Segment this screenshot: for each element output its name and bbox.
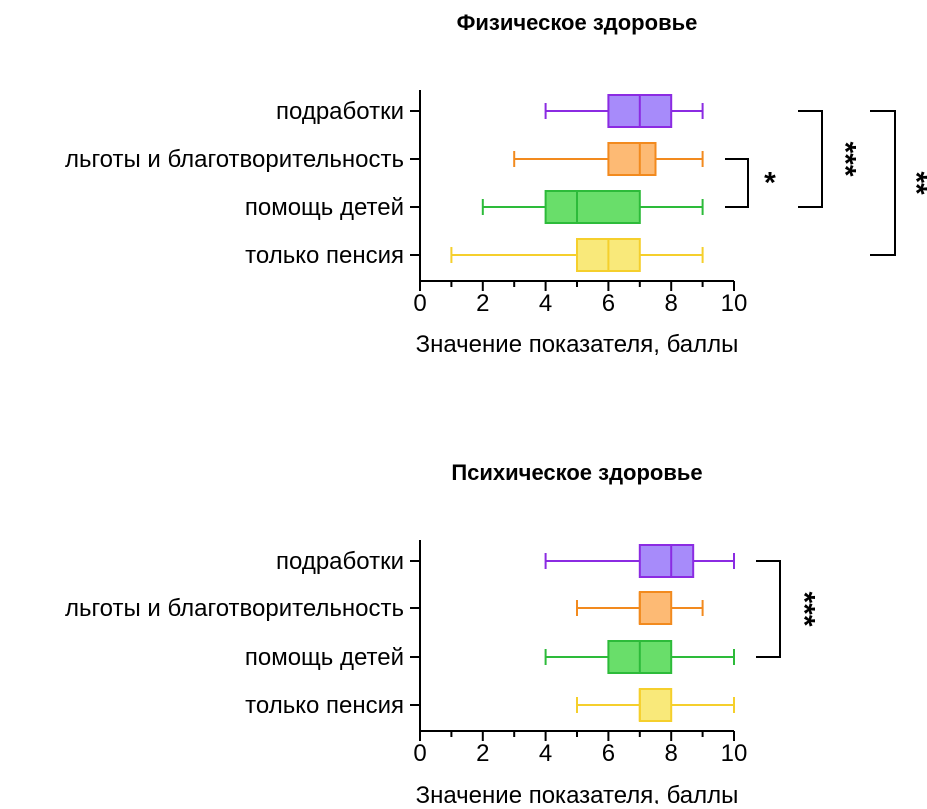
significance-bracket: *** bbox=[798, 111, 862, 207]
x-tick-label: 0 bbox=[413, 290, 426, 317]
box-2 bbox=[514, 143, 702, 175]
x-tick-label: 4 bbox=[539, 290, 552, 317]
bracket-line bbox=[756, 561, 780, 657]
bracket-line bbox=[870, 111, 895, 255]
box-4 bbox=[451, 239, 702, 271]
x-tick-label: 0 bbox=[413, 740, 426, 767]
box-1 bbox=[546, 545, 734, 577]
box-iqr bbox=[640, 689, 671, 721]
category-label: подработки bbox=[276, 98, 404, 125]
x-tick-label: 10 bbox=[721, 740, 748, 767]
category-label: подработки bbox=[276, 548, 404, 575]
x-axis-label: Значение показателя, баллы bbox=[416, 782, 739, 804]
category-label: помощь детей bbox=[245, 644, 404, 671]
significance-label: ** bbox=[900, 171, 927, 195]
significance-label: *** bbox=[788, 591, 821, 626]
chart-panel-2: Психическое здоровье 0 2 4 6 8 10 Значение пока… bbox=[65, 460, 821, 804]
box-iqr bbox=[640, 592, 671, 624]
x-tick-label: 6 bbox=[602, 740, 615, 767]
box-iqr bbox=[546, 191, 640, 223]
category-label: льготы и благотворительность bbox=[65, 146, 404, 173]
box-3 bbox=[483, 191, 703, 223]
bracket-line bbox=[725, 159, 748, 207]
x-tick-label: 2 bbox=[476, 290, 489, 317]
box-iqr bbox=[608, 143, 655, 175]
x-tick-label: 4 bbox=[539, 740, 552, 767]
box-1 bbox=[546, 95, 703, 127]
x-axis-label: Значение показателя, баллы bbox=[416, 331, 739, 358]
significance-bracket: ** bbox=[870, 111, 927, 255]
x-tick-label: 8 bbox=[665, 740, 678, 767]
category-label: помощь детей bbox=[245, 194, 404, 221]
category-label: льготы и благотворительность bbox=[65, 595, 404, 622]
x-tick-label: 2 bbox=[476, 740, 489, 767]
box-3 bbox=[546, 641, 734, 673]
chart-title: Физическое здоровье bbox=[457, 10, 698, 35]
significance-bracket: *** bbox=[756, 561, 821, 657]
category-label: только пенсия bbox=[245, 692, 404, 719]
category-label: только пенсия bbox=[245, 242, 404, 269]
x-tick-label: 6 bbox=[602, 290, 615, 317]
significance-label: *** bbox=[829, 141, 862, 176]
chart-title: Психическое здоровье bbox=[451, 460, 702, 485]
significance-label: * bbox=[764, 167, 776, 200]
x-tick-label: 8 bbox=[665, 290, 678, 317]
x-tick-label: 10 bbox=[721, 290, 748, 317]
significance-bracket: * bbox=[725, 159, 776, 207]
bracket-line bbox=[798, 111, 822, 207]
box-2 bbox=[577, 592, 703, 624]
chart-panel-1: Физическое здоровье 0 2 4 6 8 10 Значение показ… bbox=[65, 10, 927, 358]
box-iqr bbox=[640, 545, 693, 577]
box-4 bbox=[577, 689, 734, 721]
